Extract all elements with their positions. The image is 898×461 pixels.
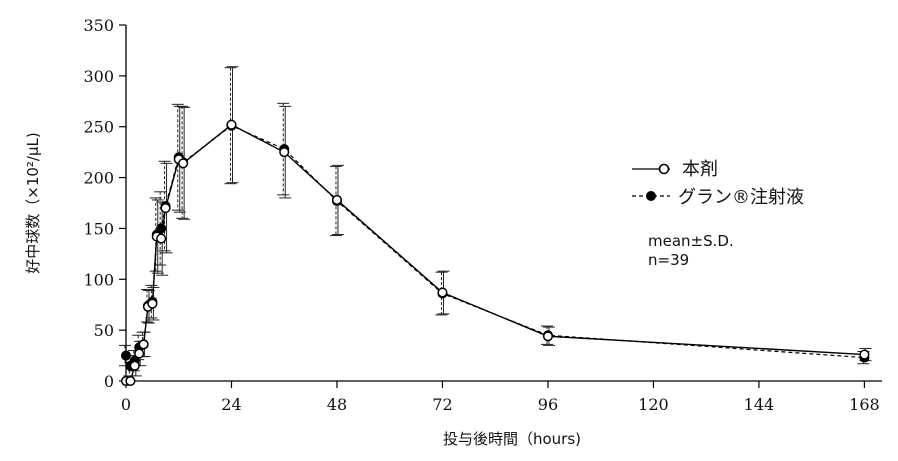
data-point-open: [331, 194, 343, 205]
y-tick-label: 100: [83, 270, 114, 289]
x-axis-title: 投与後時間（hours): [443, 430, 581, 448]
data-point-open: [859, 349, 870, 360]
data-point-open: [125, 375, 136, 387]
x-tick-label: 120: [638, 395, 669, 414]
y-tick-label: 200: [83, 169, 114, 188]
data-point-open: [226, 119, 237, 130]
error-bar-group: [119, 66, 872, 377]
x-tick-label: 144: [744, 395, 775, 414]
data-point-filled: [156, 223, 167, 234]
y-tick-label: 0: [104, 372, 114, 391]
legend-label-series-1: 本剤: [682, 159, 718, 180]
y-tick-label: 350: [83, 16, 114, 35]
data-point-open: [147, 298, 158, 309]
data-point-open: [156, 233, 167, 244]
x-tick-label: 48: [327, 395, 347, 414]
legend-marker-open-circle: [658, 163, 670, 175]
marker-group: [120, 119, 870, 387]
data-point-open: [542, 331, 554, 342]
data-point-open: [138, 339, 149, 350]
y-tick-label: 250: [83, 118, 114, 137]
data-point-open: [134, 348, 145, 359]
annotation-mean-sd: mean±S.D.: [648, 232, 734, 250]
x-tick-label: 72: [432, 395, 452, 414]
y-tick-label: 50: [94, 321, 114, 340]
series-line-2: [125, 125, 865, 367]
y-tick-label: 300: [83, 67, 114, 86]
x-tick-label: 24: [221, 395, 241, 414]
y-tick-label: 150: [83, 219, 114, 238]
data-point-filled: [121, 350, 131, 361]
x-tick-label: 0: [121, 395, 131, 414]
series-line-group: [125, 123, 865, 382]
axes: [125, 25, 882, 382]
series-line-1: [126, 123, 865, 382]
legend-marker-filled-circle: [646, 191, 656, 201]
legend-label-series-2: グラン®注射液: [678, 187, 804, 208]
data-point-open: [437, 287, 448, 298]
data-point-open: [160, 203, 171, 214]
legend: 本剤 グラン®注射液: [632, 159, 804, 208]
data-point-open: [129, 360, 140, 371]
data-point-open: [279, 147, 290, 158]
y-axis-title: 好中球数（×10²/μL): [24, 132, 42, 273]
annotation-n: n=39: [648, 251, 689, 269]
data-point-open: [178, 158, 189, 169]
x-tick-label: 168: [849, 395, 880, 414]
tick-group: 0 50 100 150 200 250 300 350 0 24 48 72 96 120 144 168: [83, 16, 879, 414]
x-tick-label: 96: [538, 395, 558, 414]
